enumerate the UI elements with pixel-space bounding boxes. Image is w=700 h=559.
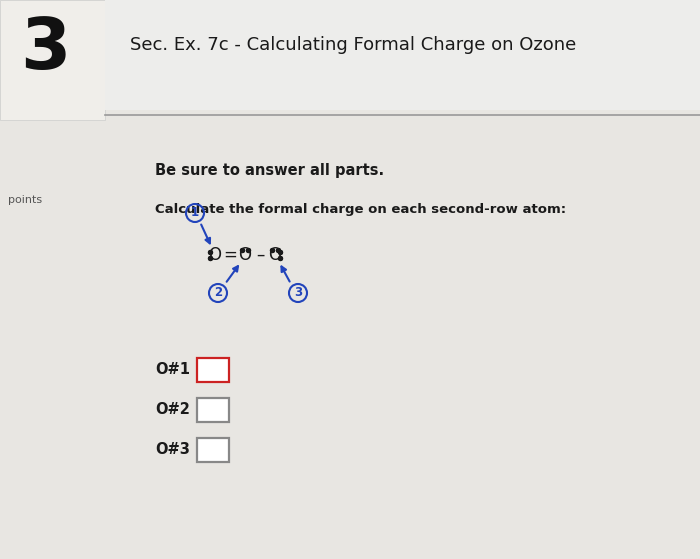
Text: points: points: [8, 195, 42, 205]
Text: 1: 1: [191, 206, 199, 220]
Text: O: O: [269, 246, 281, 264]
Bar: [105, 0, 700, 110]
Text: O: O: [209, 246, 221, 264]
Text: Sec. Ex. 7c - Calculating Formal Charge on Ozone: Sec. Ex. 7c - Calculating Formal Charge …: [130, 36, 576, 54]
Text: Be sure to answer all parts.: Be sure to answer all parts.: [155, 163, 384, 178]
Text: =: =: [223, 246, 237, 264]
Text: O#3: O#3: [155, 443, 190, 457]
Bar: [197, 438, 229, 462]
Text: 3: 3: [20, 15, 71, 84]
Text: 2: 2: [214, 287, 222, 300]
Bar: [0, 0, 105, 120]
Text: O#2: O#2: [155, 402, 190, 418]
Bar: [197, 398, 229, 422]
Text: O#1: O#1: [155, 362, 190, 377]
Text: –: –: [256, 246, 264, 264]
Bar: [197, 358, 229, 382]
Text: O: O: [239, 246, 251, 264]
Text: 3: 3: [294, 287, 302, 300]
Text: Calculate the formal charge on each second-row atom:: Calculate the formal charge on each seco…: [155, 203, 566, 216]
